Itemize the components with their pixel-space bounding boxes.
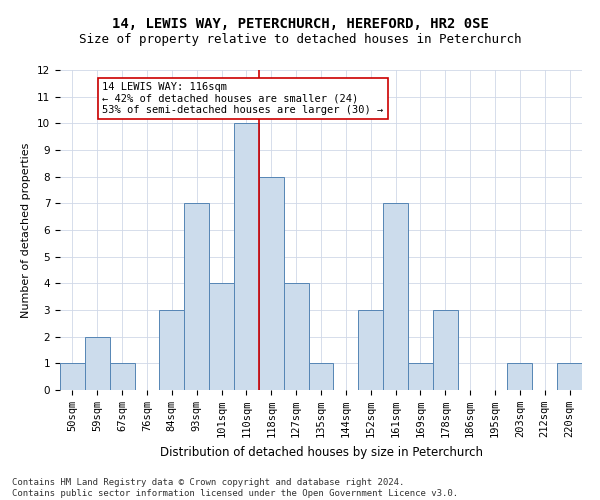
Bar: [259, 176, 284, 390]
Bar: [110, 364, 134, 390]
Bar: [234, 124, 259, 390]
Bar: [358, 310, 383, 390]
Text: 14, LEWIS WAY, PETERCHURCH, HEREFORD, HR2 0SE: 14, LEWIS WAY, PETERCHURCH, HEREFORD, HR…: [112, 18, 488, 32]
Bar: [60, 364, 85, 390]
Bar: [184, 204, 209, 390]
Bar: [383, 204, 408, 390]
Bar: [284, 284, 308, 390]
Text: Size of property relative to detached houses in Peterchurch: Size of property relative to detached ho…: [79, 32, 521, 46]
Bar: [433, 310, 458, 390]
Text: 14 LEWIS WAY: 116sqm
← 42% of detached houses are smaller (24)
53% of semi-detac: 14 LEWIS WAY: 116sqm ← 42% of detached h…: [102, 82, 383, 115]
Bar: [557, 364, 582, 390]
X-axis label: Distribution of detached houses by size in Peterchurch: Distribution of detached houses by size …: [160, 446, 482, 458]
Text: Contains HM Land Registry data © Crown copyright and database right 2024.
Contai: Contains HM Land Registry data © Crown c…: [12, 478, 458, 498]
Bar: [85, 336, 110, 390]
Bar: [209, 284, 234, 390]
Bar: [308, 364, 334, 390]
Bar: [408, 364, 433, 390]
Bar: [160, 310, 184, 390]
Bar: [508, 364, 532, 390]
Y-axis label: Number of detached properties: Number of detached properties: [22, 142, 31, 318]
